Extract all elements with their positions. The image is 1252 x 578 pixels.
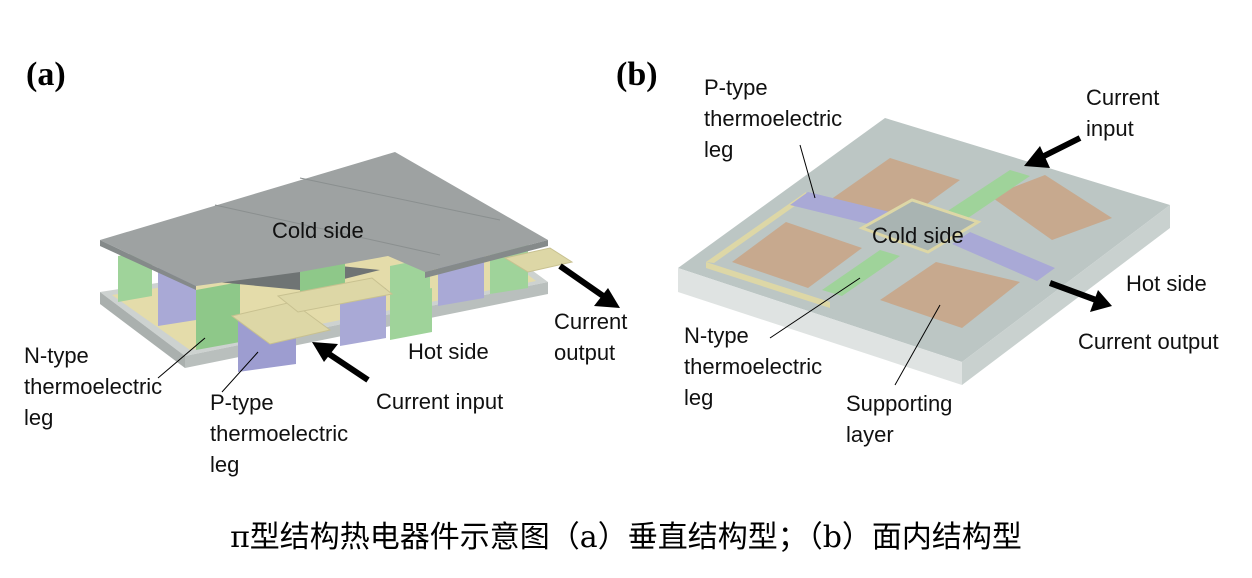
label-line: leg bbox=[684, 385, 714, 410]
label-line: N-type bbox=[24, 343, 89, 368]
leader-line bbox=[769, 277, 861, 339]
plate-seam bbox=[214, 204, 441, 256]
n-type-leg bbox=[390, 288, 432, 340]
current-output-label: Current output bbox=[1078, 329, 1219, 354]
current-output-arrow bbox=[1048, 280, 1112, 312]
current-output-label: Current output bbox=[554, 306, 627, 368]
electrode-frame bbox=[706, 192, 806, 263]
vertical-device bbox=[100, 152, 620, 393]
n-type-leg-label: N-type thermoelectric leg bbox=[24, 340, 162, 433]
substrate-front bbox=[678, 268, 962, 385]
hot-plate-front bbox=[100, 292, 185, 368]
n-type-leg bbox=[940, 170, 1030, 222]
label-line: N-type bbox=[684, 323, 749, 348]
label-line: P-type bbox=[704, 75, 768, 100]
cold-plate-top bbox=[100, 152, 548, 286]
panel-a-letter: (a) bbox=[26, 56, 66, 93]
label-line: Current bbox=[554, 309, 628, 334]
current-input-label: Current input bbox=[1086, 82, 1159, 144]
p-type-leg bbox=[790, 192, 890, 225]
label-line: thermoelectric bbox=[210, 421, 349, 446]
supporting-pad bbox=[990, 175, 1112, 240]
cold-plate-edge bbox=[425, 240, 548, 278]
plate-seam bbox=[299, 177, 501, 221]
substrate-side bbox=[962, 205, 1170, 385]
n-type-leg bbox=[822, 250, 900, 296]
hot-side-label: Hot side bbox=[408, 339, 489, 364]
in-plane-device bbox=[678, 118, 1170, 386]
leader-line bbox=[799, 144, 816, 199]
top-electrode bbox=[276, 277, 394, 313]
leader-line bbox=[157, 337, 206, 379]
cold-side-label: Cold side bbox=[872, 223, 964, 248]
leader-line bbox=[894, 304, 941, 386]
label-line: leg bbox=[24, 405, 54, 430]
output-electrode bbox=[503, 247, 574, 273]
supporting-pad bbox=[732, 222, 862, 288]
current-input-label: Current input bbox=[376, 389, 504, 414]
label-line: Supporting bbox=[846, 391, 953, 416]
panel-b-letter: (b) bbox=[616, 56, 658, 93]
current-input-arrow bbox=[312, 342, 370, 383]
n-type-leg bbox=[196, 282, 240, 350]
supporting-layer-label: Supporting layer bbox=[846, 388, 952, 450]
input-electrode bbox=[230, 301, 332, 345]
label-line: P-type bbox=[210, 390, 274, 415]
label-line: leg bbox=[210, 452, 240, 477]
current-output-arrow bbox=[558, 263, 620, 308]
label-line: layer bbox=[846, 422, 894, 447]
label-line: input bbox=[1086, 116, 1134, 141]
cold-side-pad bbox=[858, 198, 982, 254]
p-type-leg-label: P-type thermoelectric leg bbox=[210, 387, 348, 480]
p-type-leg-label: P-type thermoelectric leg bbox=[704, 72, 842, 165]
n-type-leg-label: N-type thermoelectric leg bbox=[684, 320, 822, 413]
label-line: Current bbox=[1086, 85, 1160, 110]
supporting-pad bbox=[880, 262, 1020, 328]
cold-plate-edge bbox=[100, 240, 196, 290]
figure-caption: π型结构热电器件示意图（a）垂直结构型；（b）面内结构型 bbox=[230, 520, 1022, 555]
cold-side-label: Cold side bbox=[272, 218, 364, 243]
label-line: leg bbox=[704, 137, 734, 162]
current-input-arrow bbox=[1024, 135, 1082, 168]
leader-line bbox=[221, 351, 259, 393]
label-line: thermoelectric bbox=[24, 374, 163, 399]
hot-side-label: Hot side bbox=[1126, 271, 1207, 296]
label-line: output bbox=[554, 340, 616, 365]
p-type-leg bbox=[340, 288, 386, 346]
electrode-frame bbox=[706, 262, 830, 308]
label-line: thermoelectric bbox=[704, 106, 843, 131]
p-type-leg bbox=[952, 232, 1055, 281]
label-line: thermoelectric bbox=[684, 354, 823, 379]
